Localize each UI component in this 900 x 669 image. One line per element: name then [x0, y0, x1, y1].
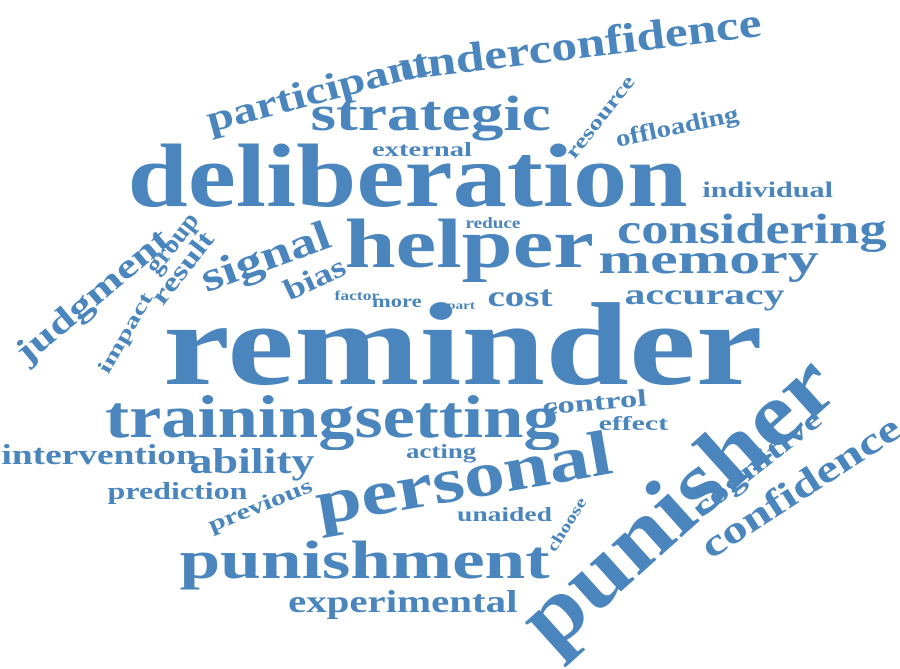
- cloud-word-deliberation: deliberation: [127, 127, 687, 226]
- cloud-word-punishment: punishment: [178, 530, 550, 590]
- cloud-word-accuracy: accuracy: [624, 278, 784, 311]
- cloud-word-helper: helper: [344, 206, 594, 283]
- cloud-word-part: part: [447, 298, 475, 312]
- cloud-word-reduce: reduce: [465, 215, 521, 232]
- cloud-word-trainingsetting: trainingsetting: [104, 384, 560, 450]
- cloud-word-unaided: unaided: [456, 504, 552, 526]
- cloud-word-effect: effect: [598, 413, 668, 435]
- cloud-word-factor: factor: [334, 289, 380, 304]
- cloud-word-memory: memory: [597, 237, 819, 283]
- cloud-word-experimental: experimental: [288, 583, 518, 619]
- cloud-word-individual: individual: [701, 177, 833, 202]
- cloud-word-strategic: strategic: [309, 85, 551, 141]
- cloud-word-reminder: reminder: [163, 279, 763, 410]
- cloud-word-cost: cost: [487, 280, 553, 313]
- cloud-word-acting: acting: [405, 441, 477, 463]
- cloud-word-underconfidence: underconfidence: [396, 0, 764, 91]
- cloud-word-considering: considering: [617, 207, 887, 253]
- cloud-word-external: external: [372, 139, 472, 161]
- cloud-word-intervention: intervention: [1, 440, 197, 471]
- cloud-word-prediction: prediction: [107, 479, 247, 505]
- cloud-word-more: more: [372, 291, 422, 311]
- cloud-word-ability: ability: [189, 441, 315, 481]
